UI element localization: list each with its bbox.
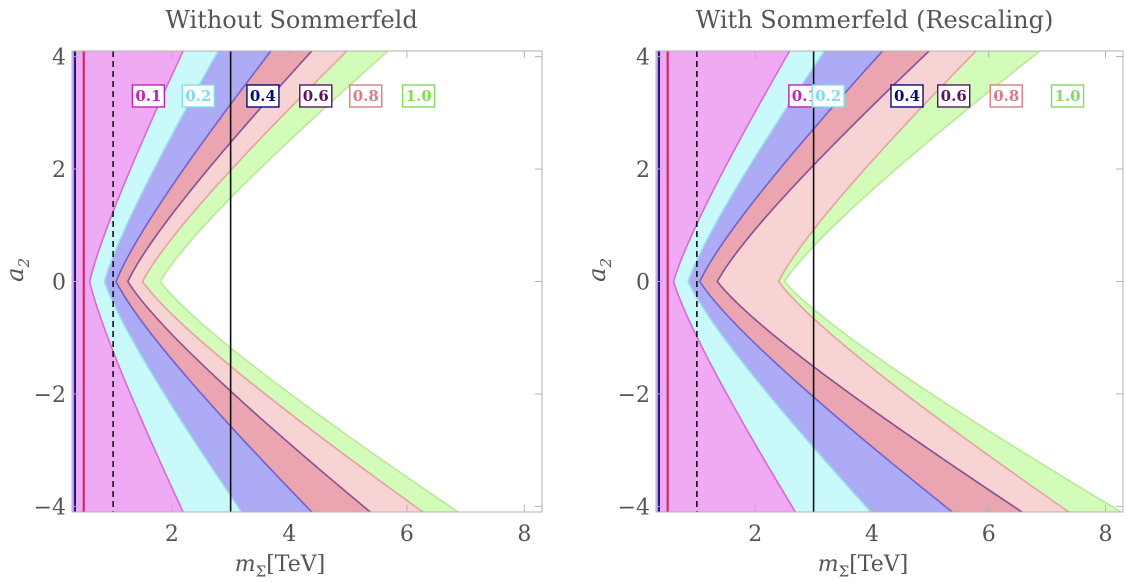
contour-label-box: [246, 84, 280, 108]
x-tick-label: 6: [400, 522, 414, 547]
y-tick-label: 4: [52, 46, 66, 71]
contour-label-box: [989, 84, 1023, 108]
contour-label-box: [181, 84, 216, 108]
plot-panel-1: 2 4 6 8 4 2 0 −2 −4 0.10.2 0.4 0.6 0.8 1.0: [618, 46, 1124, 547]
y-tick-label: −2: [618, 383, 650, 408]
contour-label-1.0: 1.0: [1050, 84, 1085, 108]
region-group: [72, 51, 460, 512]
x-axis-label-right: mΣ[TeV]: [817, 552, 909, 581]
x-tick-label: 6: [982, 522, 996, 547]
y-tick-label: −4: [618, 495, 650, 520]
x-tick-label: 4: [282, 522, 296, 547]
x-tick-label: 4: [865, 522, 879, 547]
region-group: [656, 51, 1123, 512]
contour-label-text: 1.0: [1054, 87, 1080, 105]
contour-label-0.2: 0.2: [181, 84, 216, 108]
contour-label-text: 0.6: [941, 87, 967, 105]
y-tick-label: 0: [52, 271, 66, 296]
region-0.1: [656, 51, 797, 512]
contour-label-0.8: 0.8: [989, 84, 1023, 108]
contour-label-0.4: 0.4: [890, 84, 924, 108]
x-axis-label-left: mΣ[TeV]: [234, 552, 326, 581]
contour-label-text: 0.2: [815, 87, 841, 105]
contour-label-text: 0.4: [894, 87, 920, 105]
contour-label-0.6: 0.6: [937, 84, 971, 108]
contour-label-text: 0.4: [250, 87, 276, 105]
contour-label-text: 0.8: [353, 87, 379, 105]
y-tick-label: 0: [636, 271, 650, 296]
contour-label-1.0: 1.0: [401, 84, 436, 108]
contour-label-text: 0.1: [792, 87, 818, 105]
contour-label-box: [811, 84, 845, 108]
x-tick-label: 2: [748, 522, 762, 547]
region-0.1: [72, 51, 184, 512]
y-tick-label: −4: [34, 495, 66, 520]
contour-label-0.1: 0.1: [131, 84, 166, 108]
contour-label-0.4: 0.4: [246, 84, 280, 108]
contour-label-box: [1050, 84, 1085, 108]
contour-label-text: 0.2: [185, 87, 211, 105]
contour-label-0.6: 0.6: [299, 84, 333, 108]
contour-label-box: [349, 84, 383, 108]
x-tick-label: 8: [1098, 522, 1112, 547]
contour-label-text: 1.0: [406, 87, 432, 105]
contour-label-text: 0.1: [135, 87, 161, 105]
y-tick-label: 4: [636, 46, 650, 71]
contour-label-text: 0.6: [303, 87, 329, 105]
y-tick-label: −2: [34, 383, 66, 408]
contour-label-box: [937, 84, 971, 108]
chart-title-right: With Sommerfeld (Rescaling): [695, 6, 1054, 34]
y-tick-label: 2: [636, 158, 650, 183]
contour-label-box: [890, 84, 924, 108]
x-tick-label: 2: [165, 522, 179, 547]
contour-label-box: [131, 84, 166, 108]
y-tick-label: 2: [52, 158, 66, 183]
chart-title-left: Without Sommerfeld: [165, 6, 418, 34]
plot-panel-0: 2 4 6 8 4 2 0 −2 −4 0.1 0.2 0.4 0.6 0.8 1.0: [34, 46, 543, 547]
contour-label-0.2: 0.2: [811, 84, 845, 108]
x-tick-label: 8: [517, 522, 531, 547]
contour-label-text: 0.8: [993, 87, 1019, 105]
contour-label-box: [299, 84, 333, 108]
contour-label-0.8: 0.8: [349, 84, 383, 108]
contour-label-box: [401, 84, 436, 108]
